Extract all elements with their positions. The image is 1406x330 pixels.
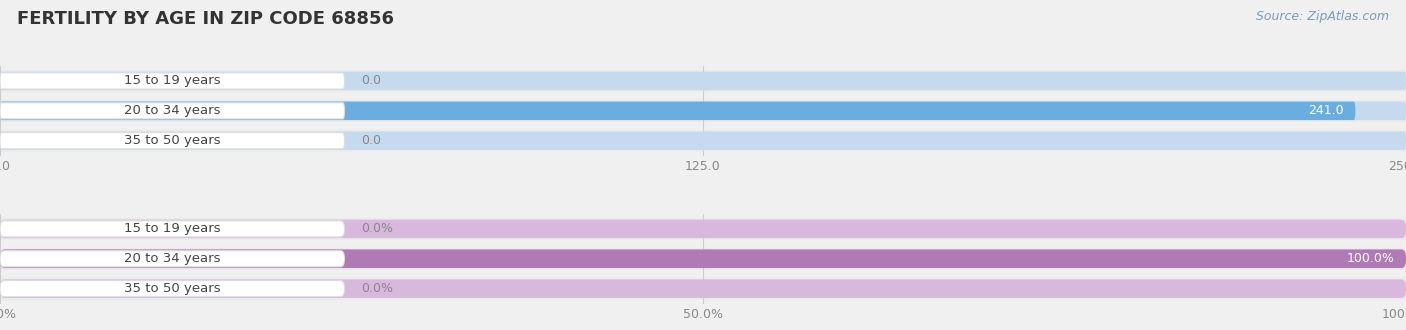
FancyBboxPatch shape — [0, 70, 1406, 92]
Text: 35 to 50 years: 35 to 50 years — [124, 282, 221, 295]
Text: 15 to 19 years: 15 to 19 years — [124, 222, 221, 235]
FancyBboxPatch shape — [0, 102, 1406, 120]
FancyBboxPatch shape — [0, 133, 344, 149]
FancyBboxPatch shape — [0, 218, 1406, 240]
FancyBboxPatch shape — [0, 251, 344, 267]
Text: 35 to 50 years: 35 to 50 years — [124, 134, 221, 147]
FancyBboxPatch shape — [0, 221, 344, 237]
FancyBboxPatch shape — [0, 249, 1406, 268]
Text: 0.0: 0.0 — [361, 134, 381, 147]
FancyBboxPatch shape — [0, 103, 344, 119]
Text: Source: ZipAtlas.com: Source: ZipAtlas.com — [1256, 10, 1389, 23]
FancyBboxPatch shape — [0, 72, 1406, 90]
Text: 20 to 34 years: 20 to 34 years — [124, 104, 221, 117]
Text: FERTILITY BY AGE IN ZIP CODE 68856: FERTILITY BY AGE IN ZIP CODE 68856 — [17, 10, 394, 28]
FancyBboxPatch shape — [0, 248, 1406, 270]
FancyBboxPatch shape — [0, 280, 344, 297]
FancyBboxPatch shape — [0, 100, 1406, 122]
Text: 100.0%: 100.0% — [1347, 252, 1395, 265]
FancyBboxPatch shape — [0, 280, 1406, 298]
FancyBboxPatch shape — [0, 102, 1355, 120]
FancyBboxPatch shape — [0, 220, 1406, 238]
FancyBboxPatch shape — [0, 278, 1406, 300]
Text: 20 to 34 years: 20 to 34 years — [124, 252, 221, 265]
Text: 0.0%: 0.0% — [361, 282, 394, 295]
Text: 15 to 19 years: 15 to 19 years — [124, 75, 221, 87]
FancyBboxPatch shape — [0, 73, 344, 89]
Text: 0.0%: 0.0% — [361, 222, 394, 235]
Text: 0.0: 0.0 — [361, 75, 381, 87]
FancyBboxPatch shape — [0, 131, 1406, 150]
FancyBboxPatch shape — [0, 249, 1406, 268]
Text: 241.0: 241.0 — [1309, 104, 1344, 117]
FancyBboxPatch shape — [0, 130, 1406, 152]
